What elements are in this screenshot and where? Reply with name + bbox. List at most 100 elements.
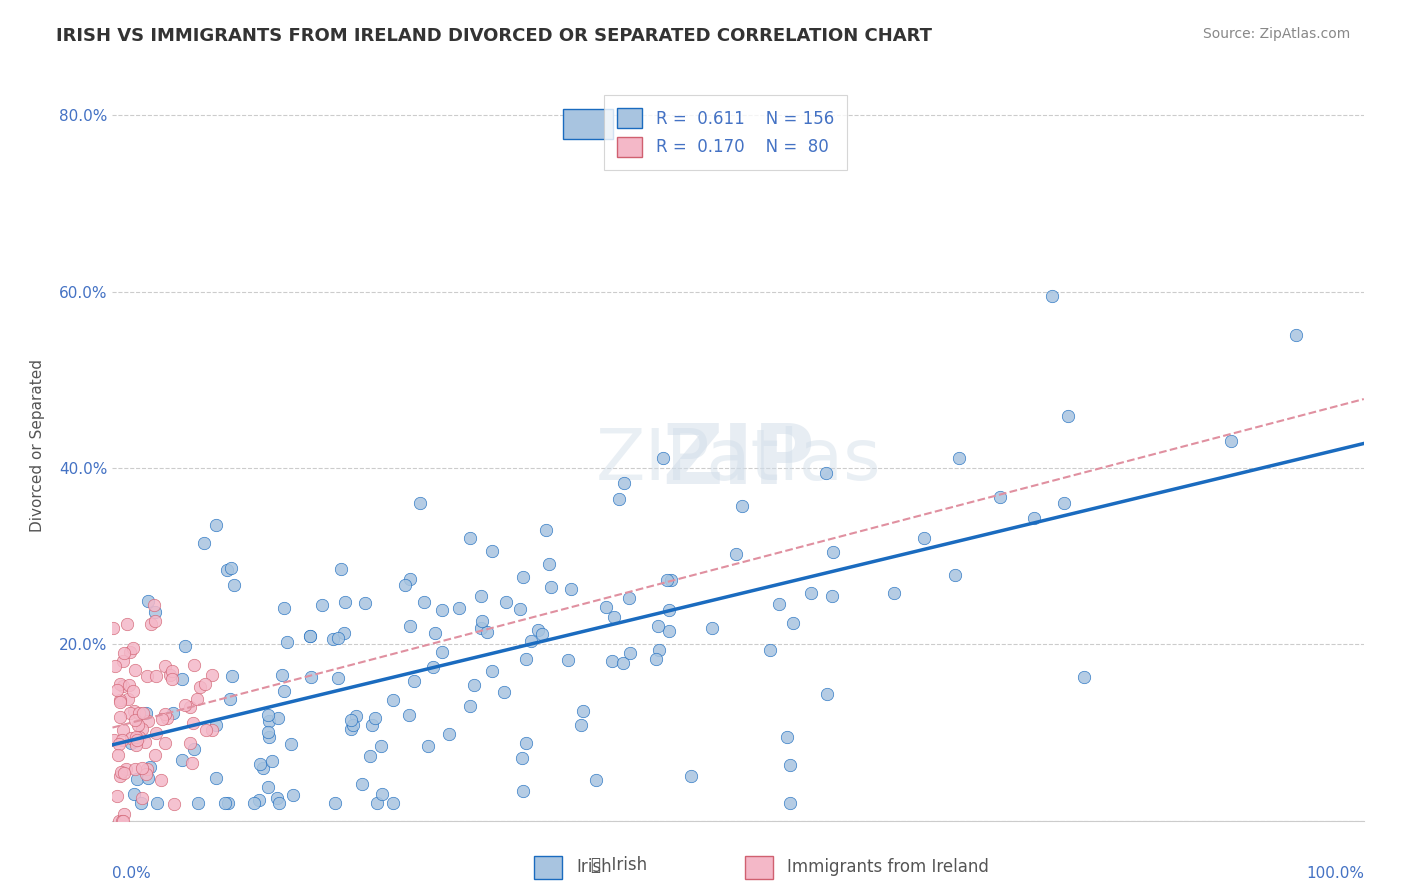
Point	[515, 652, 537, 666]
Point	[215, 563, 238, 577]
Point	[125, 738, 148, 752]
Point	[219, 561, 242, 575]
Point	[139, 760, 162, 774]
Point	[477, 624, 499, 639]
Point	[267, 711, 290, 725]
Point	[260, 754, 283, 768]
Point	[595, 600, 617, 615]
Point	[600, 654, 623, 668]
Point	[520, 634, 543, 648]
Point	[186, 796, 208, 810]
Point	[779, 758, 801, 772]
Point	[127, 718, 149, 732]
Point	[173, 698, 195, 713]
Y-axis label: Divorced or Separated: Divorced or Separated	[31, 359, 45, 533]
Point	[1022, 511, 1045, 525]
Point	[515, 736, 537, 750]
Point	[463, 678, 485, 692]
Point	[408, 496, 430, 510]
Point	[110, 676, 132, 690]
Point	[145, 669, 167, 683]
Point	[155, 711, 177, 725]
Point	[333, 626, 356, 640]
Point	[990, 490, 1012, 504]
Point	[122, 704, 145, 718]
Point	[815, 466, 838, 480]
Point	[333, 595, 356, 609]
Point	[179, 700, 201, 714]
Point	[249, 756, 271, 771]
Point	[201, 723, 224, 737]
Point	[162, 664, 184, 678]
Point	[512, 784, 534, 798]
Point	[281, 788, 304, 802]
Point	[117, 678, 139, 692]
Point	[257, 730, 280, 744]
Point	[340, 723, 363, 737]
Point	[108, 769, 131, 783]
Point	[111, 814, 134, 828]
Point	[782, 615, 804, 630]
Point	[110, 764, 132, 779]
Point	[815, 687, 838, 701]
Point	[139, 616, 162, 631]
Point	[536, 523, 558, 537]
Point	[366, 796, 388, 810]
Text: IRISH VS IMMIGRANTS FROM IRELAND DIVORCED OR SEPARATED CORRELATION CHART: IRISH VS IMMIGRANTS FROM IRELAND DIVORCE…	[56, 27, 932, 45]
Point	[353, 596, 375, 610]
Point	[174, 639, 197, 653]
Point	[186, 691, 208, 706]
Point	[112, 679, 135, 693]
Point	[527, 624, 550, 638]
Point	[108, 737, 131, 751]
Point	[531, 626, 554, 640]
Point	[105, 682, 128, 697]
Point	[108, 814, 131, 828]
Point	[413, 595, 436, 609]
Point	[299, 629, 322, 643]
Point	[110, 695, 132, 709]
Point	[657, 574, 679, 588]
Point	[394, 578, 416, 592]
Point	[124, 714, 146, 728]
Point	[325, 796, 347, 810]
Point	[107, 748, 129, 763]
Point	[328, 671, 350, 685]
Point	[540, 581, 562, 595]
Point	[155, 736, 177, 750]
Point	[943, 568, 966, 582]
Point	[779, 796, 801, 810]
Point	[180, 756, 202, 771]
Point	[458, 699, 481, 714]
Point	[311, 598, 333, 612]
Point	[382, 796, 405, 810]
Point	[179, 736, 201, 750]
Point	[361, 718, 384, 732]
Point	[131, 706, 153, 720]
Point	[121, 684, 143, 698]
Point	[557, 653, 579, 667]
Point	[153, 706, 176, 721]
Point	[648, 643, 671, 657]
Point	[124, 733, 146, 747]
Point	[112, 765, 135, 780]
Point	[205, 517, 228, 532]
Point	[645, 651, 668, 665]
Point	[471, 614, 494, 628]
Point	[183, 658, 205, 673]
Point	[702, 621, 724, 635]
Point	[142, 598, 165, 612]
Point	[112, 646, 135, 660]
Point	[652, 451, 675, 466]
Point	[159, 668, 181, 682]
Point	[128, 730, 150, 744]
Point	[364, 711, 387, 725]
Point	[117, 692, 139, 706]
Point	[149, 773, 172, 788]
Point	[112, 723, 135, 737]
Point	[107, 789, 129, 804]
Point	[270, 668, 292, 682]
Point	[125, 772, 148, 786]
Point	[322, 632, 344, 646]
Point	[768, 597, 790, 611]
